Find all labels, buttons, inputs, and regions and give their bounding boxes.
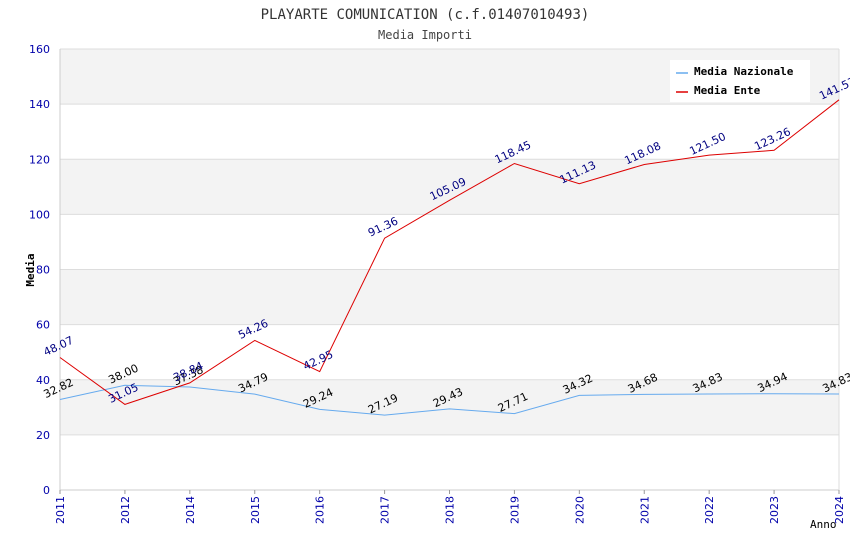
x-tick-label: 2019 <box>508 496 521 524</box>
x-tick-label: 2021 <box>638 496 651 524</box>
data-label: 123.26 <box>752 125 792 153</box>
x-tick-label: 2022 <box>703 496 716 524</box>
y-tick-label: 120 <box>29 153 50 166</box>
data-label: 91.36 <box>366 214 400 239</box>
x-tick-label: 2023 <box>768 496 781 524</box>
y-tick-label: 100 <box>29 208 50 221</box>
y-tick-label: 140 <box>29 98 50 111</box>
x-tick-label: 2014 <box>184 496 197 524</box>
y-tick-labels: 0 20 40 60 80 100 120 140 160 <box>29 43 50 497</box>
x-tick-label: 2018 <box>444 496 457 524</box>
legend-label-ente: Media Ente <box>694 84 761 97</box>
y-tick-label: 160 <box>29 43 50 56</box>
x-tick-label: 2020 <box>573 496 586 524</box>
x-axis-label: Anno <box>810 518 837 531</box>
chart-subtitle: Media Importi <box>378 28 472 42</box>
plot-band <box>60 159 839 215</box>
y-tick-label: 0 <box>43 484 50 497</box>
legend: Media Nazionale Media Ente <box>670 60 810 102</box>
series-group <box>59 99 840 416</box>
x-tick-label: 2016 <box>314 496 327 524</box>
y-axis-label: Media <box>24 253 37 286</box>
y-tick-label: 80 <box>36 264 50 277</box>
x-tick-label: 2017 <box>379 496 392 524</box>
plot-background <box>60 49 839 435</box>
x-tick-labels: 2011 2012 2014 2015 2016 2017 2018 2019 2020 2021… <box>54 496 846 524</box>
series-line-national <box>59 384 840 416</box>
series-line-ente <box>59 99 840 405</box>
legend-box <box>670 60 810 102</box>
y-tick-label: 40 <box>36 374 50 387</box>
data-label: 42.95 <box>301 348 335 373</box>
plot-band <box>60 269 839 325</box>
x-tick-label: 2011 <box>54 496 67 524</box>
y-tick-label: 60 <box>36 319 50 332</box>
x-tick-label: 2015 <box>249 496 262 524</box>
data-label: 48.07 <box>41 334 75 359</box>
axes <box>59 49 840 494</box>
legend-label-national: Media Nazionale <box>694 65 794 78</box>
plot-band <box>60 379 839 435</box>
y-tick-label: 20 <box>36 429 50 442</box>
chart-title: PLAYARTE COMUNICATION (c.f.01407010493) <box>261 7 590 23</box>
x-tick-label: 2012 <box>119 496 132 524</box>
x-tick-label: 2024 <box>833 496 846 524</box>
